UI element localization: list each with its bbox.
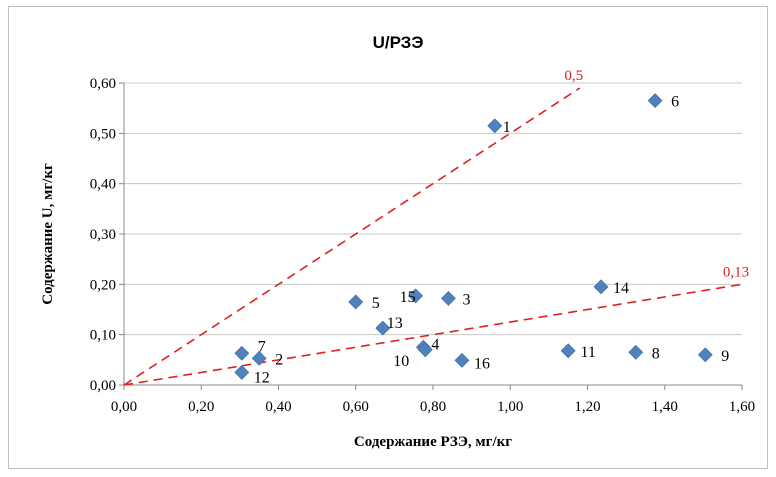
data-point-label: 1 [503,119,511,136]
reference-lines: 0,5 0,13 [123,68,749,386]
reference-line-label: 0,5 [564,68,583,84]
data-point [647,93,663,109]
data-point [487,118,503,134]
y-tick-label: 0,00 [90,378,116,394]
reference-line-label: 0,13 [723,264,749,280]
y-tick-labels: 0,00 0,10 0,20 0,30 0,40 0,50 0,60 [90,76,116,394]
data-point [375,320,391,336]
data-point [560,343,576,359]
chart-title: U/РЗЭ [373,33,424,52]
x-tick-label: 0,00 [111,399,137,415]
y-tick-label: 0,30 [90,227,116,243]
data-point-label: 15 [400,289,416,306]
data-point [628,344,644,360]
data-point-label: 6 [671,94,679,111]
data-point-label: 7 [258,338,266,355]
data-point-label: 3 [462,291,470,308]
data-point [348,294,364,310]
data-point-label: 10 [393,353,409,370]
data-point-label: 5 [372,295,380,312]
data-point [408,288,424,304]
data-point [441,291,456,306]
data-point-label: 8 [652,345,660,362]
data-point [593,279,609,295]
axes [119,82,743,390]
data-point-label: 14 [613,280,629,297]
data-point-label: 12 [254,369,270,386]
x-axis-label: Содержание РЗЭ, мг/кг [354,434,512,450]
data-point-label: 4 [431,336,439,353]
data-point-label: 13 [387,315,403,332]
x-tick-label: 1,40 [652,399,678,415]
data-point [234,364,250,380]
x-tick-label: 1,60 [729,399,755,415]
data-point [234,345,250,361]
data-point [417,342,433,358]
y-tick-label: 0,40 [90,177,116,193]
x-tick-label: 1,00 [497,399,523,415]
x-tick-label: 0,80 [420,399,446,415]
x-tick-label: 0,40 [265,399,291,415]
x-tick-label: 0,60 [343,399,369,415]
gridlines [124,82,742,336]
x-tick-labels: 0,00 0,20 0,40 0,60 0,80 1,00 1,20 1,40 1,60 [111,399,755,415]
y-tick-label: 0,50 [90,126,116,142]
data-point [454,352,470,368]
reference-line [123,87,581,386]
data-point-label: 9 [721,348,729,365]
data-point-label: 2 [275,351,283,368]
data-point [697,347,713,363]
y-axis-label: Содержание U, мг/кг [40,163,56,305]
data-point [251,350,267,366]
y-tick-label: 0,60 [90,76,116,92]
y-tick-label: 0,20 [90,277,116,293]
x-tick-label: 0,20 [188,399,214,415]
x-tick-label: 1,20 [574,399,600,415]
data-point-label: 16 [474,355,490,372]
data-point-label: 11 [580,344,595,361]
y-tick-label: 0,10 [90,328,116,344]
